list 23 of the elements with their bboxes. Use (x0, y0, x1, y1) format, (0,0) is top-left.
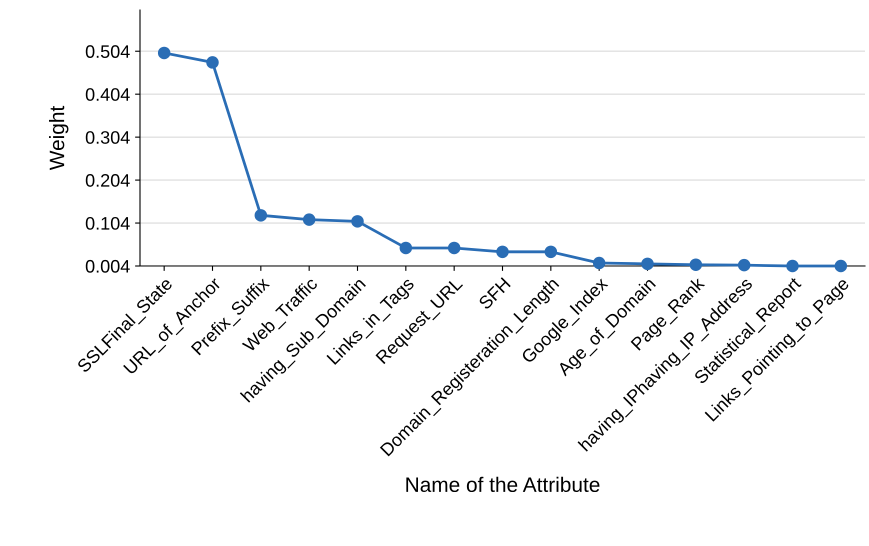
point (834, 260, 848, 272)
point (544, 246, 558, 258)
point (254, 209, 268, 222)
point (690, 258, 702, 271)
point (158, 46, 170, 60)
point (448, 242, 460, 254)
point (641, 258, 654, 270)
y-axis-title: Weight (49, 106, 68, 170)
y-tick-label: 0.404 (86, 88, 130, 101)
point (351, 215, 364, 228)
point (302, 213, 316, 226)
point (738, 258, 750, 272)
y-tick-label: 0.304 (86, 131, 130, 144)
point (206, 56, 219, 69)
point (786, 260, 799, 272)
y-tick-label: 0.004 (86, 260, 130, 273)
point (400, 242, 412, 254)
y-tick-label: 0.104 (86, 216, 130, 230)
x-axis-title: Name of the Attribute (406, 476, 600, 492)
point (496, 246, 509, 258)
y-tick-label: 0.504 (86, 45, 130, 58)
point (592, 256, 606, 270)
y-tick-label: 0.204 (86, 174, 130, 187)
